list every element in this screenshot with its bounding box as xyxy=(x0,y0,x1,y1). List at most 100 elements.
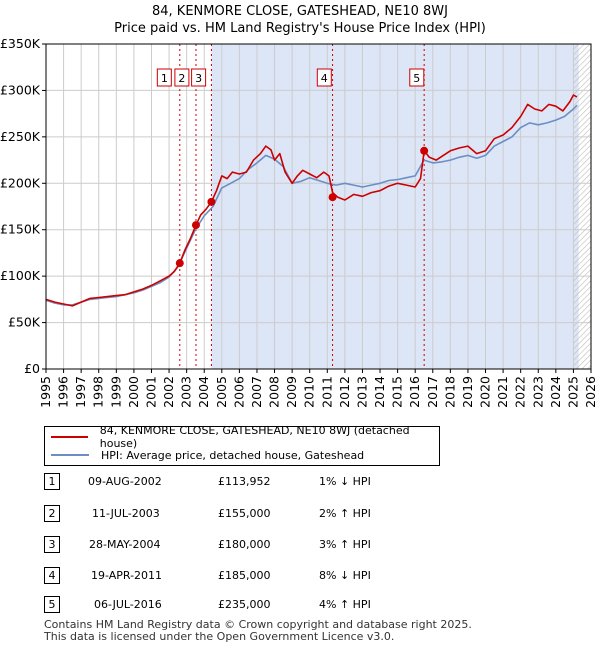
sale-point xyxy=(328,193,337,202)
x-tick-label: 2001 xyxy=(143,376,158,408)
x-tick-label: 2007 xyxy=(249,376,264,408)
plot-frame xyxy=(45,43,592,370)
x-tick-label: 1998 xyxy=(91,376,106,408)
x-tick-label: 2023 xyxy=(530,376,545,408)
y-tick-label: £350K xyxy=(0,36,41,51)
y-tick-label: £100K xyxy=(0,268,41,283)
y-tick-label: £150K xyxy=(0,222,41,237)
x-tick-label: 2021 xyxy=(495,376,510,408)
sale-number-box: 3 xyxy=(44,536,60,553)
footer-licence: This data is licensed under the Open Gov… xyxy=(44,630,395,643)
sale-marker-box-label: 1 xyxy=(161,72,168,85)
x-tick-label: 2014 xyxy=(372,376,387,408)
x-tick-label: 2018 xyxy=(442,376,457,408)
sale-marker-box: 1 xyxy=(156,68,172,87)
sale-number-box: 2 xyxy=(44,505,60,522)
x-tick-label: 2009 xyxy=(284,376,299,408)
hpi-series-line xyxy=(45,104,578,306)
legend-swatch-property xyxy=(51,436,88,438)
x-tick-label: 2012 xyxy=(337,376,352,408)
sale-marker-box: 2 xyxy=(174,68,190,87)
sale-marker-box-label: 5 xyxy=(413,72,420,85)
x-tick-label: 2006 xyxy=(231,376,246,408)
legend-item-property: 84, KENMORE CLOSE, GATESHEAD, NE10 8WJ (… xyxy=(51,424,439,450)
x-tick-label: 1999 xyxy=(108,376,123,408)
x-tick-label: 2002 xyxy=(161,376,176,408)
sale-number-box: 5 xyxy=(44,596,60,613)
sale-date: 28-MAY-2004 xyxy=(89,538,161,551)
y-tick-label: £50K xyxy=(8,315,41,330)
sale-marker-box-label: 2 xyxy=(178,72,185,85)
x-tick-label: 2008 xyxy=(267,376,282,408)
sale-date: 06-JUL-2016 xyxy=(94,598,162,611)
sale-marker-box-frame xyxy=(174,68,190,87)
y-tick-label: £250K xyxy=(0,129,41,144)
sale-price: £185,000 xyxy=(218,569,271,582)
future-hatch xyxy=(573,44,591,369)
chart-title: 84, KENMORE CLOSE, GATESHEAD, NE10 8WJ xyxy=(152,4,448,19)
x-tick-label: 2005 xyxy=(214,376,229,408)
x-tick-label: 2010 xyxy=(302,376,317,408)
sale-hpi-diff: 1% ↓ HPI xyxy=(319,475,371,488)
x-tick-label: 2016 xyxy=(407,376,422,408)
sale-marker-box-frame xyxy=(316,68,332,87)
ownership-shade xyxy=(211,44,579,369)
x-tick-label: 1996 xyxy=(56,376,71,408)
sale-date: 11-JUL-2003 xyxy=(92,507,160,520)
sale-hpi-diff: 3% ↑ HPI xyxy=(319,538,371,551)
sale-point xyxy=(191,221,200,230)
sale-price: £155,000 xyxy=(218,507,271,520)
sale-marker-box-frame xyxy=(409,68,425,87)
footer: Contains HM Land Registry data © Crown c… xyxy=(44,619,472,643)
sale-date: 09-AUG-2002 xyxy=(88,475,162,488)
sale-marker-box: 4 xyxy=(316,68,332,87)
sale-point xyxy=(207,197,216,206)
sale-number-box: 4 xyxy=(44,567,60,584)
ownership-shading xyxy=(211,44,591,369)
y-tick-label: £300K xyxy=(0,82,41,97)
sale-marker-box-label: 4 xyxy=(321,72,328,85)
sale-point xyxy=(420,146,429,155)
x-tick-label: 2004 xyxy=(196,376,211,408)
sale-price: £113,952 xyxy=(218,475,271,488)
footer-copyright: Contains HM Land Registry data © Crown c… xyxy=(44,618,472,631)
series-lines xyxy=(45,94,578,307)
price-chart: 84, KENMORE CLOSE, GATESHEAD, NE10 8WJ P… xyxy=(0,4,598,408)
x-tick-label: 2003 xyxy=(179,376,194,408)
sale-hpi-diff: 4% ↑ HPI xyxy=(319,598,371,611)
x-tick-label: 2022 xyxy=(513,376,528,408)
x-tick-label: 2020 xyxy=(478,376,493,408)
sale-hpi-diff: 2% ↑ HPI xyxy=(319,507,371,520)
x-tick-label: 2015 xyxy=(390,376,405,408)
sale-price: £235,000 xyxy=(218,598,271,611)
sale-hpi-diff: 8% ↓ HPI xyxy=(319,569,371,582)
legend-label-hpi: HPI: Average price, detached house, Gate… xyxy=(101,448,365,462)
x-tick-label: 2025 xyxy=(565,376,580,408)
legend-item-hpi: HPI: Average price, detached house, Gate… xyxy=(51,446,364,464)
sale-point xyxy=(175,259,184,268)
legend: 84, KENMORE CLOSE, GATESHEAD, NE10 8WJ (… xyxy=(44,424,440,466)
x-tick-label: 2013 xyxy=(354,376,369,408)
x-tick-label: 2017 xyxy=(425,376,440,408)
sale-price: £180,000 xyxy=(218,538,271,551)
x-tick-label: 2026 xyxy=(583,376,598,408)
property-series-line xyxy=(45,94,578,307)
legend-label-property: 84, KENMORE CLOSE, GATESHEAD, NE10 8WJ (… xyxy=(99,424,410,450)
sale-points xyxy=(175,146,429,268)
sale-marker-lines xyxy=(179,44,425,369)
legend-swatch-hpi xyxy=(51,454,89,456)
sale-number-box: 1 xyxy=(44,473,60,490)
x-tick-label: 1995 xyxy=(38,376,53,408)
x-tick-label: 2019 xyxy=(460,376,475,408)
sale-marker-box-frame xyxy=(191,68,207,87)
chart-subtitle: Price paid vs. HM Land Registry's House … xyxy=(114,21,486,36)
sale-date: 19-APR-2011 xyxy=(91,569,163,582)
x-tick-label: 2024 xyxy=(548,376,563,408)
x-tick-label: 2011 xyxy=(319,376,334,408)
sale-marker-box: 3 xyxy=(191,68,207,87)
x-tick-label: 2000 xyxy=(126,376,141,408)
sale-marker-box-frame xyxy=(156,68,172,87)
x-tick-label: 1997 xyxy=(73,376,88,408)
sale-marker-box-label: 3 xyxy=(195,72,202,85)
